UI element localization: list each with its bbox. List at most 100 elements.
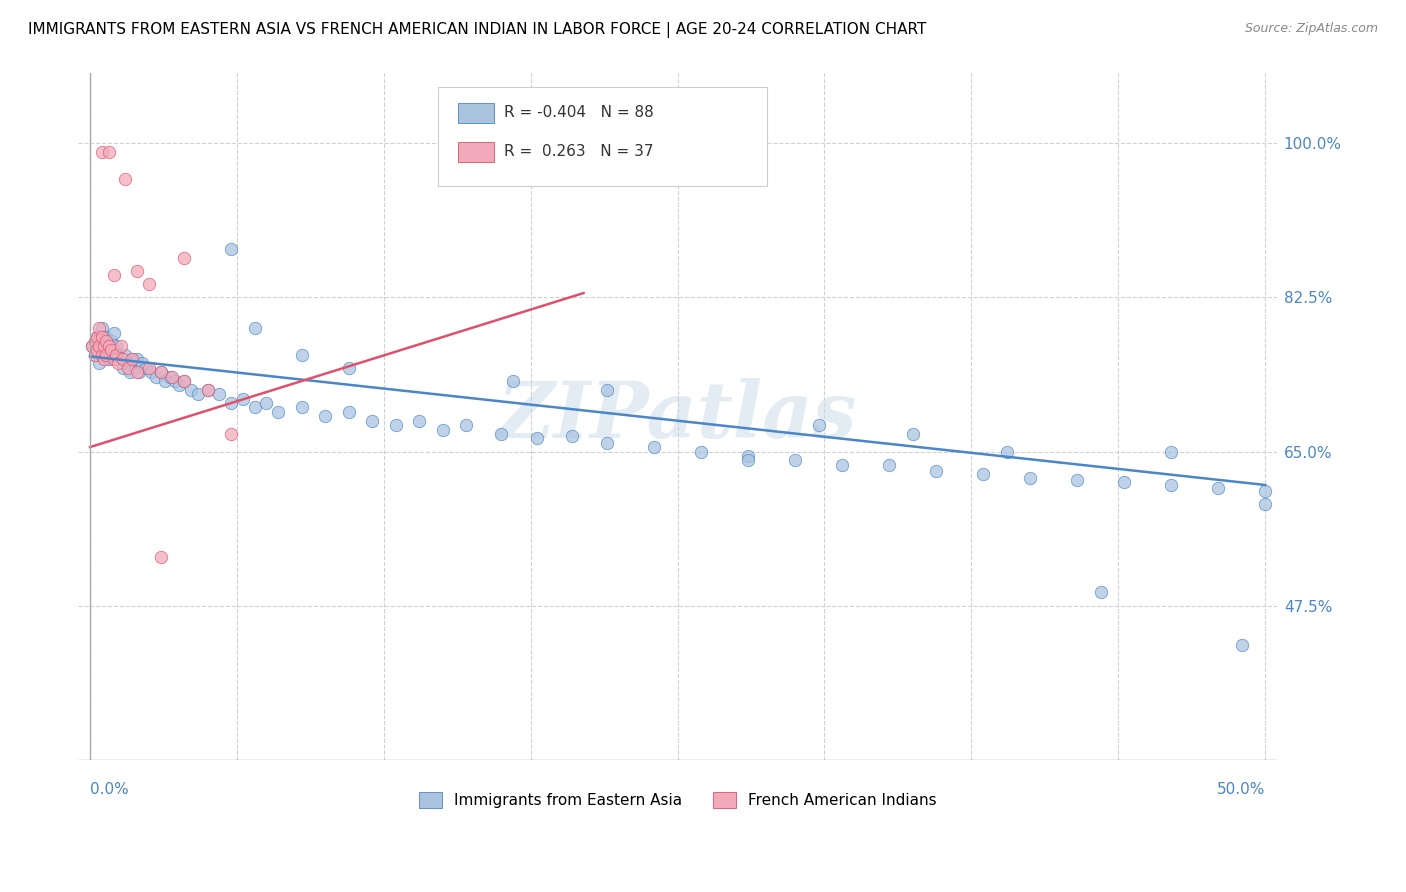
- Point: [1160, 478, 1182, 492]
- Point: [103, 326, 125, 340]
- Point: [831, 458, 853, 472]
- Point: [219, 242, 242, 256]
- Point: [149, 365, 172, 379]
- Point: [643, 440, 665, 454]
- Point: [97, 352, 120, 367]
- Point: [169, 378, 191, 392]
- Point: [877, 458, 900, 472]
- Point: [384, 418, 406, 433]
- Text: ZIPatlas: ZIPatlas: [498, 378, 858, 455]
- Point: [337, 405, 360, 419]
- Point: [83, 348, 105, 362]
- Point: [90, 321, 112, 335]
- Point: [100, 343, 122, 358]
- Point: [901, 426, 924, 441]
- Point: [187, 387, 209, 401]
- Point: [121, 352, 143, 367]
- Point: [432, 423, 454, 437]
- Point: [97, 145, 120, 160]
- Bar: [458, 142, 494, 162]
- Point: [135, 360, 157, 375]
- Point: [454, 418, 477, 433]
- Point: [491, 426, 513, 441]
- Point: [90, 145, 112, 160]
- Point: [163, 374, 186, 388]
- Point: [117, 360, 139, 375]
- Text: IMMIGRANTS FROM EASTERN ASIA VS FRENCH AMERICAN INDIAN IN LABOR FORCE | AGE 20-2: IMMIGRANTS FROM EASTERN ASIA VS FRENCH A…: [28, 22, 927, 38]
- Point: [107, 356, 129, 370]
- Point: [149, 365, 172, 379]
- Point: [93, 330, 115, 344]
- Point: [89, 356, 111, 370]
- Point: [197, 383, 219, 397]
- Point: [219, 426, 242, 441]
- Point: [972, 467, 994, 481]
- Point: [208, 387, 231, 401]
- Point: [1090, 585, 1112, 599]
- Point: [337, 360, 360, 375]
- Point: [995, 444, 1018, 458]
- FancyBboxPatch shape: [437, 87, 768, 186]
- Point: [139, 365, 162, 379]
- Point: [1254, 497, 1277, 511]
- Point: [1206, 482, 1229, 496]
- Point: [96, 334, 118, 349]
- Point: [107, 348, 129, 362]
- Point: [1230, 638, 1253, 652]
- Point: [128, 365, 150, 379]
- Point: [737, 453, 759, 467]
- Point: [180, 383, 202, 397]
- Point: [145, 369, 167, 384]
- Point: [90, 330, 112, 344]
- Point: [408, 414, 430, 428]
- Point: [361, 414, 384, 428]
- Point: [1112, 475, 1135, 490]
- Point: [1066, 473, 1088, 487]
- Point: [104, 339, 127, 353]
- Point: [125, 264, 148, 278]
- Point: [267, 405, 290, 419]
- Point: [103, 343, 125, 358]
- Point: [82, 339, 104, 353]
- Point: [159, 369, 181, 384]
- Point: [502, 374, 524, 388]
- Point: [690, 444, 713, 458]
- Point: [83, 348, 105, 362]
- Point: [173, 374, 195, 388]
- Point: [114, 171, 136, 186]
- Point: [149, 550, 172, 565]
- Bar: [458, 103, 494, 123]
- Text: R =  0.263   N = 37: R = 0.263 N = 37: [503, 145, 654, 160]
- Point: [243, 401, 266, 415]
- Text: R = -0.404   N = 88: R = -0.404 N = 88: [503, 105, 654, 120]
- Point: [86, 343, 108, 358]
- Point: [86, 330, 108, 344]
- Point: [290, 348, 312, 362]
- Point: [596, 435, 619, 450]
- Point: [232, 392, 254, 406]
- Point: [290, 401, 312, 415]
- Point: [89, 339, 111, 353]
- Point: [104, 348, 127, 362]
- Point: [1019, 471, 1042, 485]
- Legend: Immigrants from Eastern Asia, French American Indians: Immigrants from Eastern Asia, French Ame…: [412, 787, 942, 814]
- Point: [100, 334, 122, 349]
- Point: [526, 431, 548, 445]
- Point: [114, 348, 136, 362]
- Point: [82, 339, 104, 353]
- Point: [138, 360, 160, 375]
- Point: [162, 369, 184, 384]
- Point: [89, 330, 111, 344]
- Point: [97, 339, 120, 353]
- Point: [125, 352, 148, 367]
- Point: [103, 268, 125, 283]
- Point: [243, 321, 266, 335]
- Point: [110, 352, 132, 367]
- Point: [96, 348, 118, 362]
- Point: [254, 396, 277, 410]
- Point: [1254, 484, 1277, 499]
- Point: [86, 330, 108, 344]
- Point: [118, 365, 141, 379]
- Point: [925, 464, 948, 478]
- Text: 0.0%: 0.0%: [90, 781, 129, 797]
